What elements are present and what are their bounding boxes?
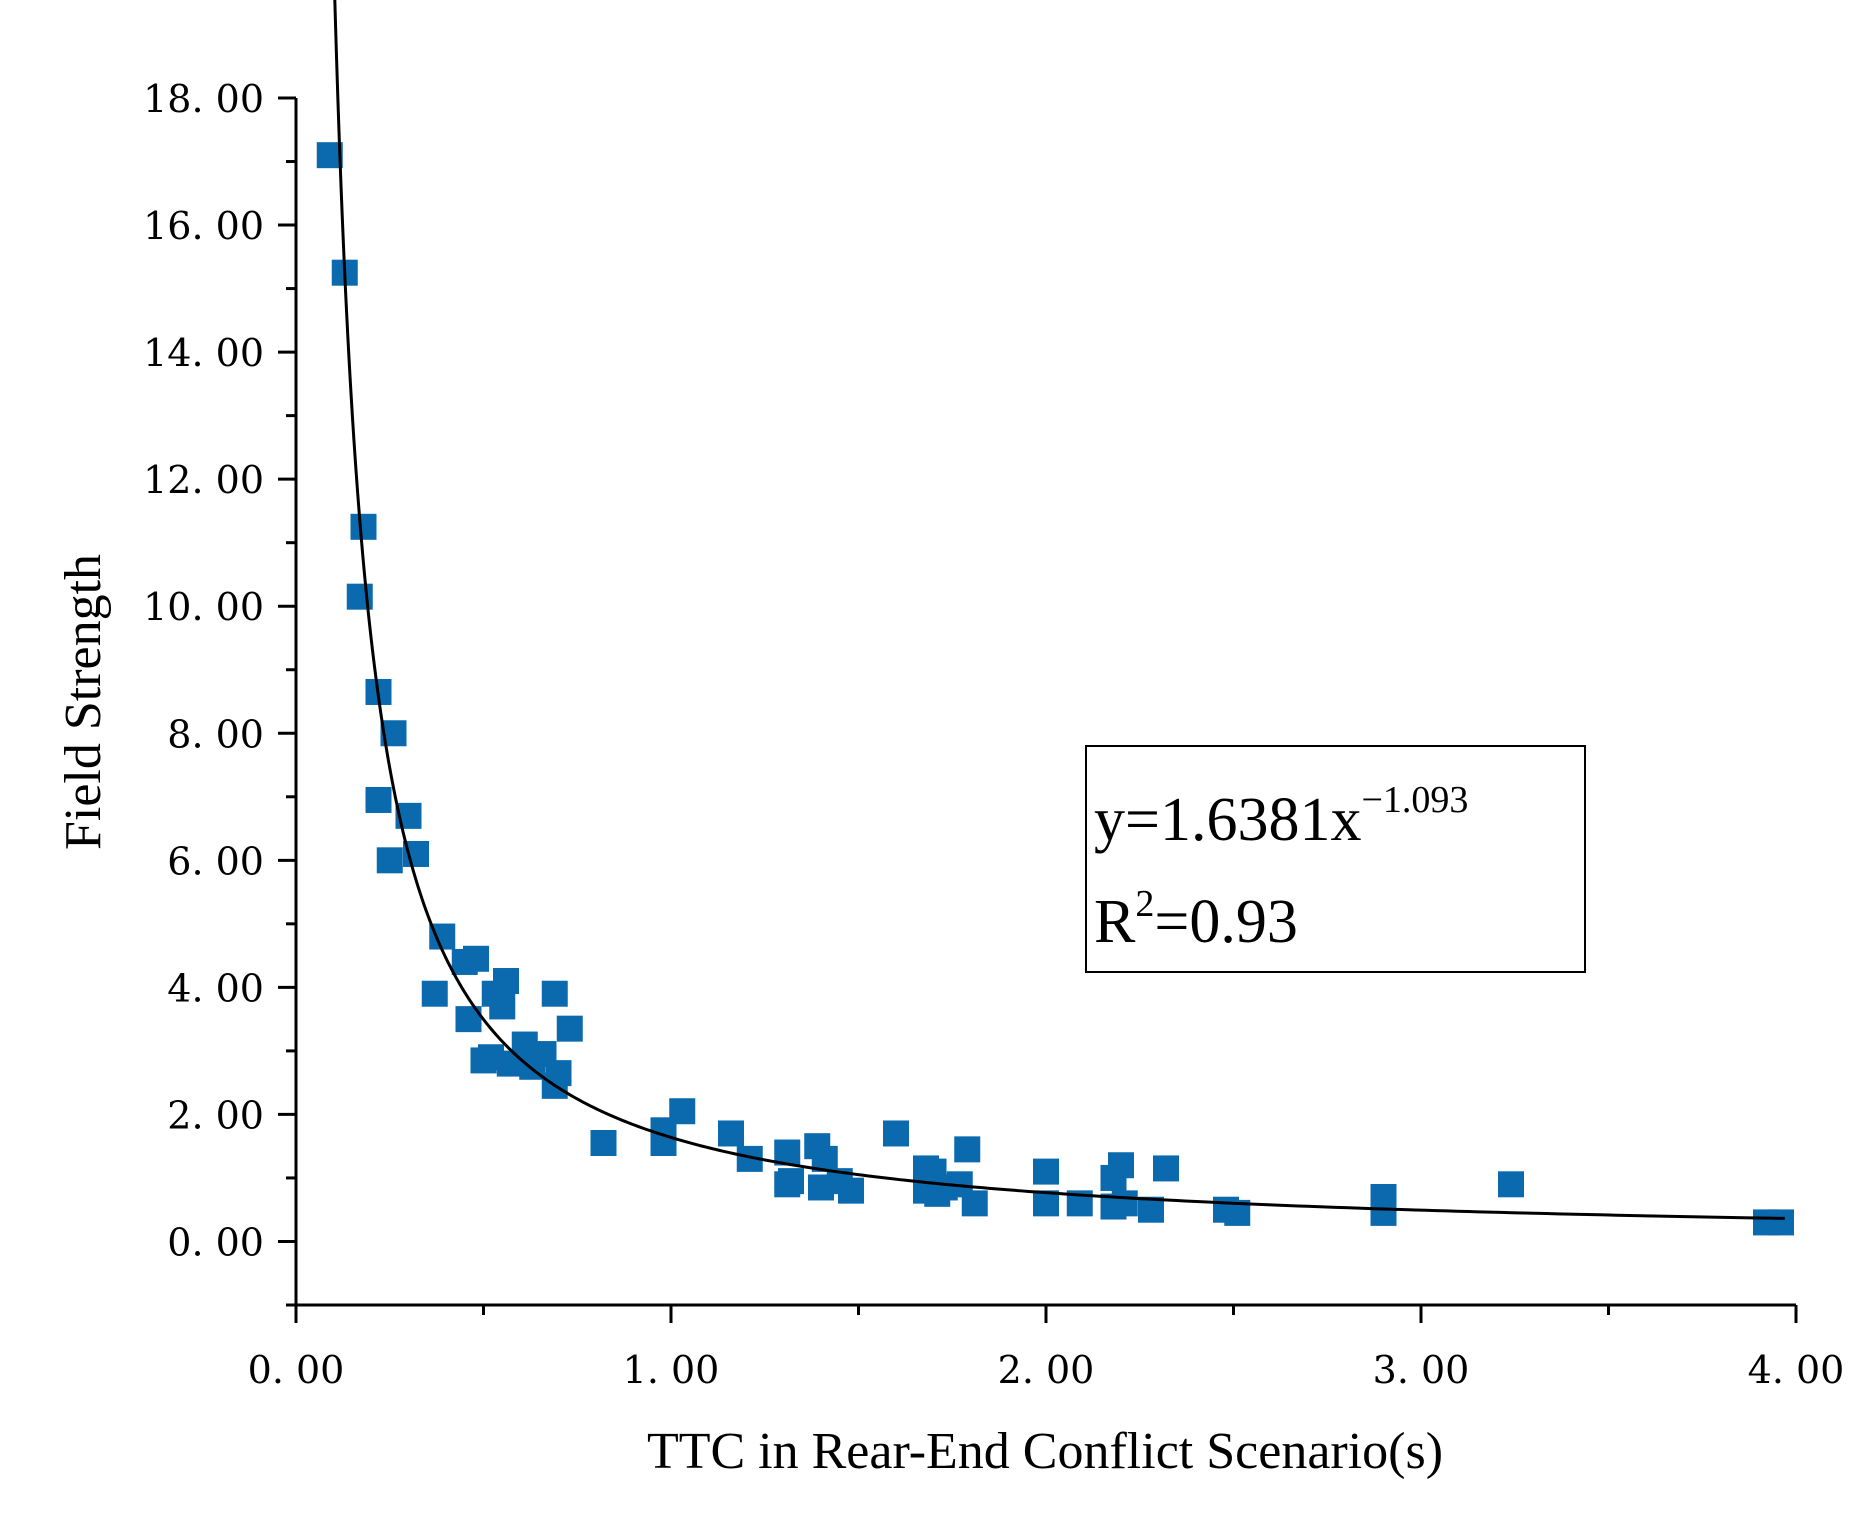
data-point (463, 945, 489, 972)
equation-box-border (1085, 745, 1586, 973)
data-point (556, 1015, 583, 1042)
data-point (350, 513, 377, 540)
y-tick-label: 12. 00 (143, 458, 264, 502)
equation-base: y=1.6381x (1094, 786, 1361, 854)
y-ticks: 0. 00 2. 00 4. 00 6. 00 8. 00 10. 00 12. 00 14.… (143, 77, 296, 1307)
x-tick-label: 0. 00 (248, 1348, 345, 1392)
x-tick-label: 1. 00 (623, 1348, 720, 1392)
data-point (1033, 1158, 1059, 1185)
x-tick-label: 2. 00 (998, 1348, 1095, 1392)
data-markers (316, 142, 1794, 1236)
y-tick-label: 10. 00 (143, 585, 264, 629)
r-squared-text: R2=0.93 (1094, 883, 1298, 956)
x-axis-title: TTC in Rear-End Conflict Scenario(s) (647, 1423, 1443, 1480)
data-point (1111, 1190, 1138, 1217)
equation-exponent: −1.093 (1361, 779, 1468, 821)
x-tick-label: 3. 00 (1373, 1348, 1470, 1392)
data-point (1370, 1199, 1397, 1226)
axes (294, 98, 1796, 1307)
data-point (1108, 1152, 1134, 1179)
data-point (493, 968, 519, 995)
fit-curve (333, 0, 1785, 1220)
data-point (669, 1098, 696, 1125)
data-point (1153, 1155, 1179, 1182)
x-tick-label: 4. 00 (1748, 1348, 1845, 1392)
data-point (541, 980, 568, 1007)
data-point (421, 980, 448, 1007)
equation-box: y=1.6381x−1.093 R2=0.93 (1085, 745, 1586, 973)
data-point (883, 1120, 909, 1147)
r-squared-sup: 2 (1135, 883, 1154, 925)
data-point (838, 1177, 864, 1204)
y-tick-label: 2. 00 (167, 1093, 264, 1137)
x-ticks: 0. 00 1. 00 2. 00 3. 00 4. 00 (248, 1305, 1845, 1392)
data-point (365, 786, 392, 813)
data-point (376, 847, 403, 874)
data-point (718, 1120, 744, 1147)
r-squared-label: R (1094, 888, 1136, 956)
data-point (590, 1130, 617, 1157)
y-axis-title: Field Strength (55, 554, 112, 850)
y-tick-label: 14. 00 (143, 331, 264, 375)
y-tick-label: 6. 00 (167, 839, 264, 883)
data-point (489, 993, 516, 1020)
equation-text: y=1.6381x−1.093 (1094, 779, 1468, 854)
data-point (961, 1190, 988, 1217)
data-point (954, 1136, 981, 1163)
y-tick-label: 0. 00 (167, 1220, 264, 1264)
y-tick-label: 8. 00 (167, 712, 264, 756)
y-tick-label: 4. 00 (167, 966, 264, 1010)
y-tick-label: 18. 00 (143, 77, 264, 121)
y-tick-label: 16. 00 (143, 204, 264, 248)
data-point (1498, 1171, 1524, 1198)
data-point (1768, 1209, 1794, 1236)
r-squared-value: =0.93 (1154, 888, 1297, 956)
data-point (774, 1171, 801, 1198)
